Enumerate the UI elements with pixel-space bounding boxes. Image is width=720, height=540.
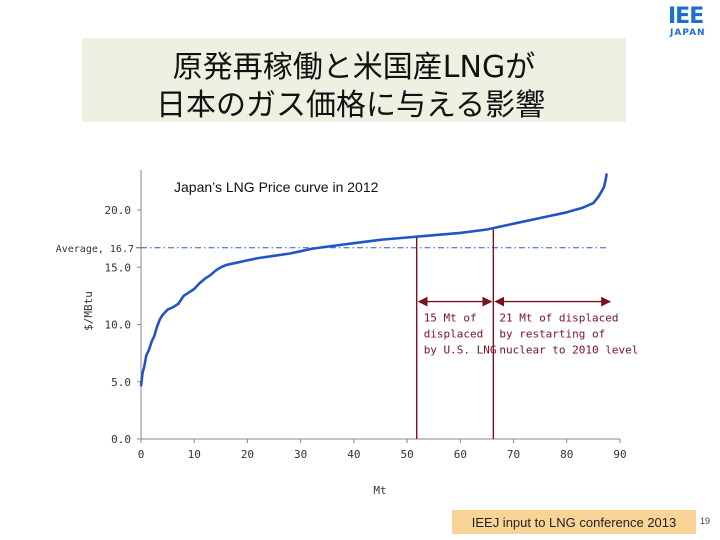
annotation-line: by restarting of bbox=[499, 328, 605, 341]
x-tick-label: 20 bbox=[241, 448, 254, 461]
y-axis-label: $/MBtu bbox=[82, 291, 95, 331]
lng-price-chart: 0 10 20 30 40 50 60 70 80 90 0.0 5.0 10.0 15.0 20.0 15… bbox=[56, 169, 638, 497]
annotation-line: nuclear to 2010 level bbox=[499, 344, 638, 357]
axes-layer: 0 10 20 30 40 50 60 70 80 90 0.0 5.0 10.0 15.0 20.0 bbox=[105, 169, 627, 461]
x-tick-label: 40 bbox=[347, 448, 360, 461]
y-tick-label: 20.0 bbox=[105, 204, 132, 217]
x-axis-label: Mt bbox=[373, 484, 386, 497]
x-tick-label: 70 bbox=[507, 448, 520, 461]
x-tick-label: 90 bbox=[613, 448, 626, 461]
marks-layer: 15 Mt of displaced by U.S. LNG 21 Mt of dis… bbox=[136, 173, 638, 439]
average-label: Average, 16.7 bbox=[56, 244, 134, 255]
logo-main-text: IEE bbox=[668, 4, 704, 29]
footer-text: IEEJ input to LNG conference 2013 bbox=[471, 514, 677, 530]
annotation-line: by U.S. LNG bbox=[424, 344, 497, 357]
slide-title-line-2: 日本のガス価格に与える影響 bbox=[156, 88, 546, 123]
logo-sub-text: JAPAN bbox=[670, 28, 706, 38]
price-curve-line bbox=[139, 173, 608, 387]
y-tick-label: 10.0 bbox=[105, 319, 132, 332]
chart-title: Japan’s LNG Price curve in 2012 bbox=[174, 179, 379, 195]
x-tick-label: 50 bbox=[400, 448, 413, 461]
x-tick-label: 80 bbox=[560, 448, 573, 461]
y-tick-label: 15.0 bbox=[105, 261, 132, 274]
x-tick-label: 30 bbox=[294, 448, 307, 461]
annotation-line: 21 Mt of displaced bbox=[499, 312, 618, 325]
footer-box: IEEJ input to LNG conference 2013 bbox=[452, 510, 696, 534]
y-tick-label: 5.0 bbox=[111, 376, 131, 389]
slide-title-line-1: 原発再稼働と米国産LNGが bbox=[172, 50, 536, 85]
x-tick-label: 60 bbox=[454, 448, 467, 461]
x-tick-label: 0 bbox=[138, 448, 145, 461]
page-number: 19 bbox=[700, 516, 711, 526]
annotation-line: displaced bbox=[424, 328, 484, 341]
slide-title-box: 原発再稼働と米国産LNGが 日本のガス価格に与える影響 bbox=[82, 38, 626, 123]
annotation-line: 15 Mt of bbox=[424, 312, 477, 325]
x-tick-label: 10 bbox=[188, 448, 201, 461]
y-tick-label: 0.0 bbox=[111, 433, 131, 446]
ieej-logo: IEE JAPAN bbox=[668, 4, 718, 40]
